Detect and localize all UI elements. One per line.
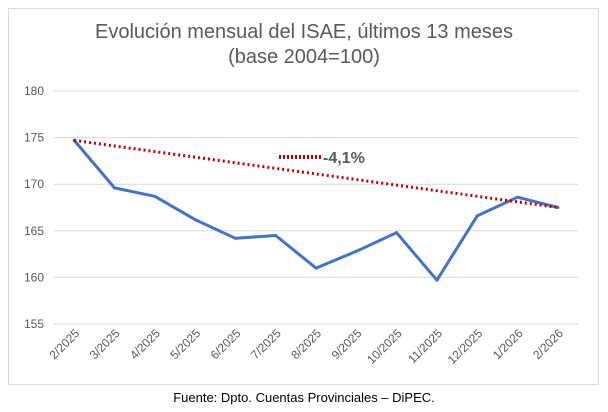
chart-title-block: Evolución mensual del ISAE, últimos 13 m…	[0, 20, 608, 70]
x-tick-label: 10/2025	[364, 326, 405, 367]
data-point	[274, 233, 278, 237]
x-tick-label: 3/2025	[87, 326, 123, 362]
x-tick-label: 8/2025	[288, 326, 324, 362]
data-point	[516, 195, 520, 199]
series-line	[72, 138, 560, 282]
data-point	[556, 206, 560, 209]
trend-annotation: -4,1%	[323, 150, 365, 167]
x-tick-label: 5/2025	[167, 326, 203, 362]
chart-title: Evolución mensual del ISAE, últimos 13 m…	[95, 21, 513, 43]
x-tick-label: 11/2025	[405, 326, 445, 366]
chart-frame	[8, 8, 599, 385]
x-tick-label: 9/2025	[329, 326, 365, 362]
data-point	[233, 236, 237, 240]
trend-line	[73, 138, 559, 209]
data-point	[475, 214, 479, 218]
x-tick-label: 12/2025	[445, 326, 486, 367]
data-point	[112, 186, 116, 190]
x-tick-label: 1/2026	[490, 326, 526, 362]
source-note: Fuente: Dpto. Cuentas Provinciales – DiP…	[173, 390, 435, 405]
x-tick-label: 2/2026	[530, 326, 566, 362]
y-tick-label: 155	[24, 317, 44, 331]
x-tick-label: 2/2025	[46, 326, 82, 362]
y-tick-label: 175	[24, 131, 44, 145]
data-point	[395, 231, 399, 235]
data-point	[193, 218, 197, 222]
y-tick-label: 170	[24, 177, 44, 191]
y-tick-label: 160	[24, 270, 44, 284]
x-tick-label: 6/2025	[208, 326, 244, 362]
y-tick-label: 180	[24, 84, 44, 98]
data-point	[435, 278, 439, 282]
x-tick-label: 4/2025	[127, 326, 163, 362]
data-point	[153, 194, 157, 198]
y-tick-label: 165	[24, 224, 44, 238]
data-point	[354, 249, 358, 253]
x-tick-label: 7/2025	[248, 326, 284, 362]
chart-subtitle: (base 2004=100)	[228, 46, 380, 68]
data-point	[314, 266, 318, 270]
